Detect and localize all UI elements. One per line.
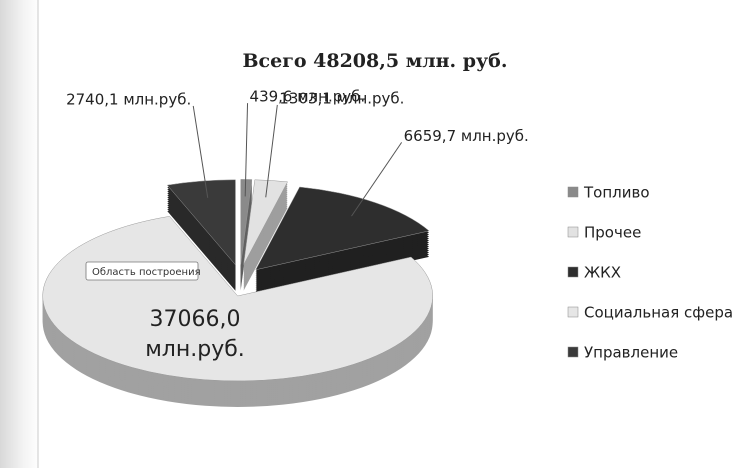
slice <box>255 186 430 271</box>
data-label: 37066,0 млн.руб. <box>145 307 245 362</box>
slide-strip <box>0 0 40 468</box>
legend-label: ЖКХ <box>584 264 621 282</box>
legend-swatch <box>567 226 579 238</box>
slice <box>166 179 236 266</box>
legend-label: Управление <box>584 344 678 362</box>
legend-swatch <box>567 306 579 318</box>
data-label: 1303,1 млн.руб. <box>279 89 404 107</box>
legend-label: Топливо <box>583 184 650 202</box>
data-label: 2740,1 млн.руб. <box>66 90 191 108</box>
slice <box>240 179 253 265</box>
leader-line <box>244 103 249 197</box>
chart-title: Всего 48208,5 млн. руб. <box>243 50 508 72</box>
slice <box>42 216 433 382</box>
legend-swatch <box>567 346 579 358</box>
tooltip: Область построения <box>92 267 201 278</box>
leader-line <box>265 104 278 198</box>
legend-label: Прочее <box>584 224 641 242</box>
legend-swatch <box>567 266 579 278</box>
leader-line <box>192 105 209 198</box>
slice <box>243 179 288 265</box>
legend-label: Социальная сфера <box>584 304 733 322</box>
legend-swatch <box>567 186 579 198</box>
data-label: 6659,7 млн.руб. <box>404 127 529 145</box>
tooltip-box <box>85 261 199 281</box>
leader-line <box>351 142 403 217</box>
data-label: 439,6 млн.руб. <box>250 88 366 106</box>
